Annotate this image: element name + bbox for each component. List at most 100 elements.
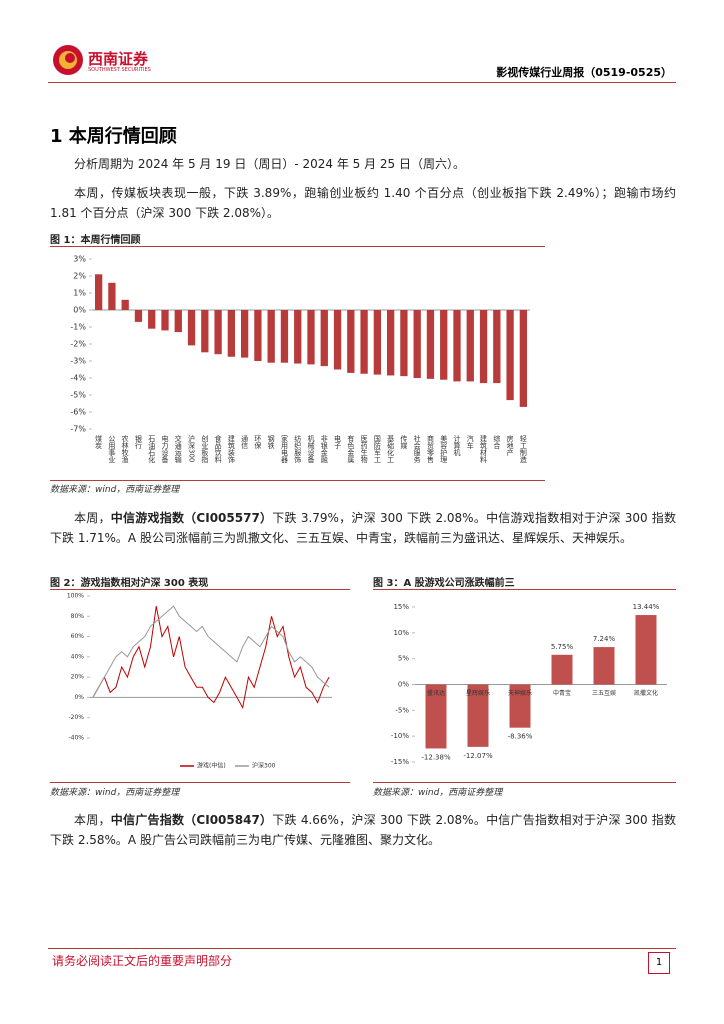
x-tick-label: 钢铁 <box>267 434 275 450</box>
line-series <box>92 605 330 698</box>
bar <box>134 310 143 322</box>
y-tick-label: 80% <box>71 613 85 620</box>
bar <box>493 310 501 384</box>
figure-title: 图 2：游戏指数相对沪深 300 表现 <box>50 578 209 589</box>
x-tick-label: 计算机 <box>453 434 461 457</box>
figure-rule <box>50 480 545 481</box>
bar <box>509 684 531 728</box>
footer-rule <box>48 948 676 949</box>
y-tick-label: -5% <box>70 391 86 400</box>
y-tick-label: 3% <box>73 255 86 264</box>
x-tick-label: 有色金属 <box>347 434 355 464</box>
logo-cn: 西南证券 <box>88 50 149 68</box>
figure-rule <box>373 782 676 783</box>
line-series <box>92 606 330 710</box>
footer-notice: 请务必阅读正文后的重要声明部分 <box>52 954 233 968</box>
y-tick-label: 1% <box>73 289 86 298</box>
bar <box>94 274 103 310</box>
x-tick-label: 机械设备 <box>307 434 315 464</box>
y-tick-label: -4% <box>70 374 86 383</box>
bold-text: 中信广告指数（CI005847） <box>110 813 273 827</box>
figure-rule <box>50 782 350 783</box>
bar <box>373 310 382 375</box>
bar <box>400 310 408 377</box>
figure-rule <box>50 246 545 247</box>
x-tick-label: 农林牧渔 <box>121 434 129 464</box>
y-tick-label: 40% <box>71 653 85 660</box>
bar <box>108 282 116 310</box>
bar <box>333 310 342 370</box>
page-number: 1 <box>648 952 670 974</box>
x-tick-label: 房地产 <box>506 434 514 457</box>
bar <box>466 310 474 382</box>
bar <box>148 310 156 329</box>
y-tick-label: -40% <box>68 735 84 742</box>
y-tick-label: -7% <box>70 425 86 434</box>
x-tick-label: 交通运输 <box>174 434 182 464</box>
x-tick-label: 建筑材料 <box>480 434 488 464</box>
x-tick-label: 传媒 <box>400 434 408 450</box>
paragraph: 本周，中信广告指数（CI005847）下跌 4.66%，沪深 300 下跌 2.… <box>50 810 676 850</box>
bar <box>307 310 315 365</box>
x-tick-label: 公用事业 <box>108 435 116 463</box>
paragraph: 本周，中信游戏指数（CI005577）下跌 3.79%，沪深 300 下跌 2.… <box>50 508 676 548</box>
chart: 15% 10% 5% 0% -5% -10% -15% 盛讯达 -12.38% 星辉娱乐 -12.0… <box>391 603 667 766</box>
paragraph: 分析周期为 2024 年 5 月 19 日（周日）- 2024 年 5 月 25… <box>50 154 676 174</box>
y-tick-label: -6% <box>70 408 86 417</box>
bar <box>227 310 236 357</box>
bar <box>479 310 488 384</box>
x-tick-label: 国防军工 <box>373 435 381 463</box>
y-tick-label: 0% <box>74 694 84 701</box>
x-tick-label: 家用电器 <box>280 434 288 464</box>
source: 数据来源：wind，西南证券整理 <box>50 788 180 798</box>
bar <box>506 310 514 401</box>
text: 下跌 3.79%，沪深 300 下跌 2.08%。中信游戏指数相对于沪深 300… <box>50 511 676 545</box>
y-tick-label: -3% <box>70 357 86 366</box>
x-tick-label: 银行 <box>134 434 142 450</box>
bar <box>426 310 435 379</box>
bar <box>453 310 461 382</box>
y-tick-label: 0% <box>398 681 409 689</box>
x-tick-label: 社会服务 <box>413 434 421 464</box>
bar <box>593 647 615 685</box>
x-tick-label: 食品饮料 <box>214 434 222 464</box>
x-tick-label: 商贸零售 <box>426 434 434 464</box>
data-label: -8.36% <box>508 733 533 741</box>
bar <box>413 310 421 378</box>
source: 数据来源：wind，西南证券整理 <box>50 485 180 495</box>
bar <box>214 310 222 355</box>
header-rule <box>48 82 676 83</box>
text: 分析周期为 2024 年 5 月 19 日（周日）- 2024 年 5 月 25… <box>74 157 465 171</box>
data-label: -12.38% <box>421 753 451 761</box>
bar <box>121 299 129 310</box>
paragraph: 本周，传媒板块表现一般，下跌 3.89%，跑输创业板约 1.40 个百分点（创业… <box>50 183 676 223</box>
x-tick-label: 创业板指 <box>201 434 209 464</box>
x-tick-label: 环保 <box>254 435 262 450</box>
y-tick-label: 10% <box>393 629 409 637</box>
bold-text: 中信游戏指数（CI005577） <box>110 511 273 525</box>
x-tick-label: 建筑装饰 <box>227 434 235 464</box>
x-tick-label: 沪深300 <box>188 434 196 462</box>
source: 数据来源：wind，西南证券整理 <box>373 788 503 798</box>
x-tick-label: 医药生物 <box>360 435 368 464</box>
text: 本周，传媒板块表现一般，下跌 3.89%，跑输创业板约 1.40 个百分点（创业… <box>50 186 676 220</box>
bar <box>201 310 209 353</box>
bar <box>254 310 262 361</box>
legend-label: 沪深300 <box>252 762 276 770</box>
x-tick-label: 煤炭 <box>95 434 103 450</box>
text: 本周， <box>74 511 111 525</box>
x-tick-label: 盛讯达 <box>427 689 445 697</box>
x-tick-label: 纺织服饰 <box>294 434 302 464</box>
x-tick-label: 石油石化 <box>148 435 156 464</box>
x-tick-label: 综合 <box>493 434 501 450</box>
x-tick-label: 汽车 <box>466 434 474 450</box>
figure-rule <box>50 589 350 590</box>
figure-rule <box>373 589 676 590</box>
bar <box>440 310 448 380</box>
y-tick-label: 5% <box>398 655 409 663</box>
x-tick-label: 电力设备 <box>161 434 169 464</box>
y-tick-label: -15% <box>391 758 409 766</box>
report-title: 影视传媒行业周报（0519-0525） <box>496 66 672 79</box>
bar <box>551 654 573 685</box>
